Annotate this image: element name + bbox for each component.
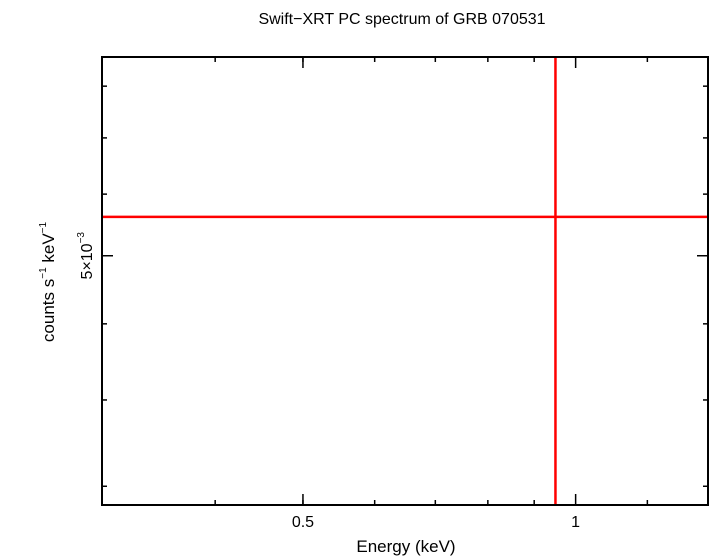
y-axis-label: counts s−1 keV−1 <box>38 221 58 342</box>
major-ticks <box>102 57 708 505</box>
data-layer <box>102 57 708 505</box>
y-axis-label-mid: keV <box>39 233 58 268</box>
minor-ticks <box>101 57 709 505</box>
x-tick-label: 1 <box>571 514 580 531</box>
y-tick-label: 5×10−3 <box>76 232 96 280</box>
y-axis-label-sup1: −1 <box>38 267 49 279</box>
y-axis-label-prefix: counts s <box>39 279 58 342</box>
chart-title: Swift−XRT PC spectrum of GRB 070531 <box>258 11 545 28</box>
plot-frame <box>101 56 709 506</box>
x-tick-label: 0.5 <box>292 514 314 531</box>
y-tick-label-base: 5×10 <box>79 243 96 279</box>
y-axis-label-sup2: −1 <box>38 221 49 233</box>
y-tick-label-exp: −3 <box>76 232 87 244</box>
x-axis-label: Energy (keV) <box>356 537 455 556</box>
tick-labels: 0.5 1 5×10−3 <box>76 232 580 531</box>
